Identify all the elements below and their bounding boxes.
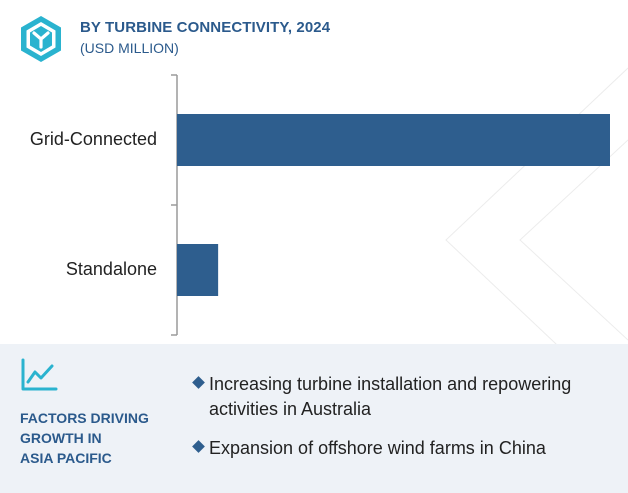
category-label: Standalone — [66, 259, 157, 279]
chart-title: BY TURBINE CONNECTIVITY, 2024 — [80, 19, 331, 36]
factor-text: Increasing turbine installation and repo… — [209, 374, 572, 419]
diamond-bullet-icon — [192, 376, 205, 389]
category-label: Grid-Connected — [30, 129, 157, 149]
hexagon-y-logo-icon — [21, 16, 61, 62]
diamond-bullet-icon — [192, 440, 205, 453]
factor-item: Expansion of offshore wind farms in Chin… — [190, 436, 615, 461]
factors-list: Increasing turbine installation and repo… — [190, 372, 615, 475]
chart-subtitle: (USD MILLION) — [80, 40, 179, 56]
bar-chart: Grid-Connected Standalone — [30, 74, 610, 336]
factor-item: Increasing turbine installation and repo… — [190, 372, 615, 422]
line-chart-icon — [21, 358, 58, 391]
factor-text: Expansion of offshore wind farms in Chin… — [209, 438, 546, 458]
growth-factors-panel: FACTORS DRIVING GROWTH IN ASIA PACIFIC I… — [0, 344, 628, 493]
bar-grid-connected — [177, 114, 610, 166]
bar-standalone — [177, 244, 219, 296]
factors-title: FACTORS DRIVING GROWTH IN ASIA PACIFIC — [20, 410, 149, 466]
